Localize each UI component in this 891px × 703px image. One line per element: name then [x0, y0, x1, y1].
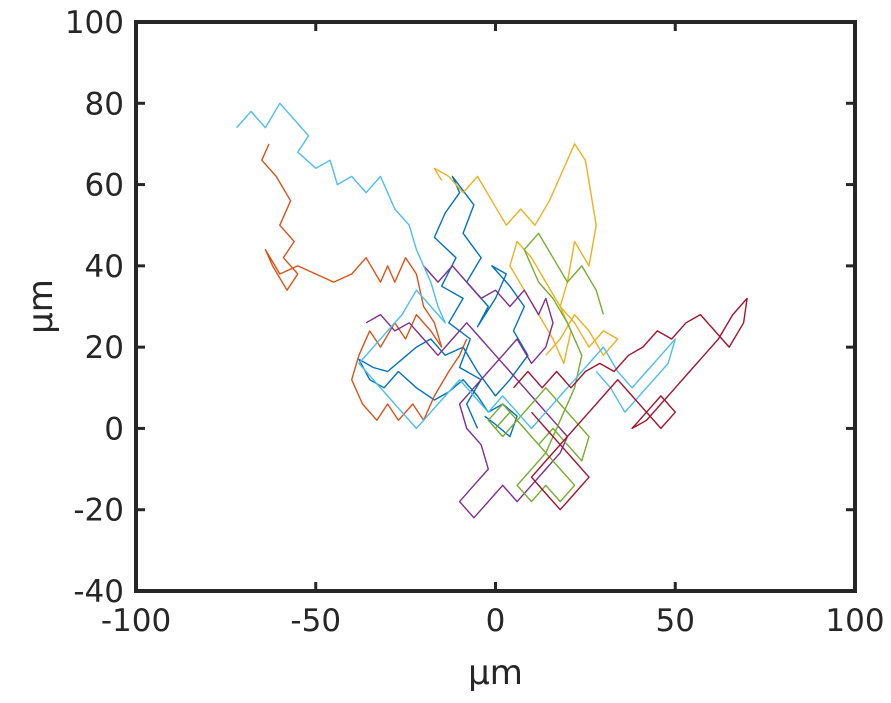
trajectory-line-5: [487, 232, 605, 503]
x-tick-label: -100: [101, 603, 171, 639]
trajectory-series-layer: [236, 102, 748, 519]
y-tick-label: 0: [104, 411, 124, 447]
y-tick-label: 100: [65, 5, 124, 41]
x-axis-label: μm: [468, 653, 523, 693]
y-tick-label: -40: [73, 574, 124, 610]
x-tick-label: 100: [825, 603, 884, 639]
axes-box: [134, 20, 857, 593]
y-tick-label: 20: [85, 330, 124, 366]
y-tick-labels: -40 -20 0 20 40 60 80 100: [65, 5, 124, 610]
y-tick-label: 80: [85, 86, 124, 122]
y-axis-label: μm: [21, 279, 61, 334]
trajectory-line-1: [358, 175, 529, 438]
y-tick-label: 60: [85, 168, 124, 204]
trajectory-line-4: [365, 265, 569, 519]
x-tick-label: 50: [656, 603, 695, 639]
x-tick-label: 0: [486, 603, 506, 639]
x-tick-labels: -100 -50 0 50 100: [101, 603, 885, 639]
ticks-layer: [134, 20, 857, 593]
x-tick-label: -50: [290, 603, 341, 639]
y-tick-label: -20: [73, 493, 124, 529]
trajectory-line-2: [261, 143, 468, 421]
y-tick-label: 40: [85, 249, 124, 285]
trajectory-line-6: [236, 102, 676, 430]
trajectory-line-7: [512, 297, 748, 511]
